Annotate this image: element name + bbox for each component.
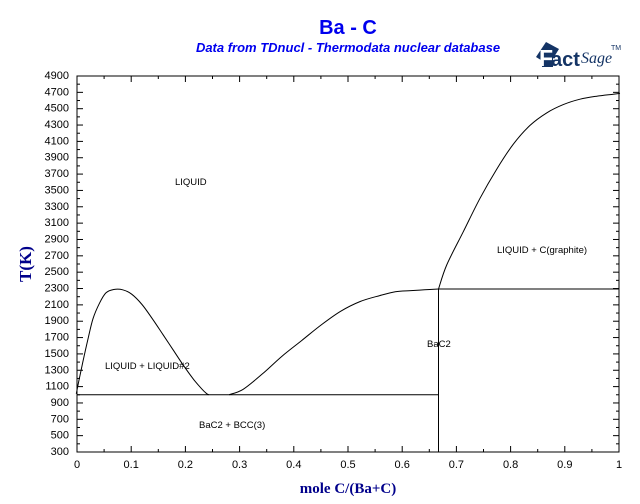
svg-text:3300: 3300 bbox=[45, 201, 69, 213]
svg-text:2700: 2700 bbox=[45, 250, 69, 262]
svg-text:0.7: 0.7 bbox=[449, 459, 464, 471]
svg-text:3100: 3100 bbox=[45, 217, 69, 229]
svg-text:900: 900 bbox=[51, 397, 69, 409]
svg-text:0.1: 0.1 bbox=[124, 459, 139, 471]
svg-text:300: 300 bbox=[51, 446, 69, 458]
svg-text:0.4: 0.4 bbox=[286, 459, 301, 471]
svg-text:3700: 3700 bbox=[45, 168, 69, 180]
svg-text:LIQUID: LIQUID bbox=[175, 177, 207, 188]
svg-text:700: 700 bbox=[51, 413, 69, 425]
svg-text:BaC2 + BCC(3): BaC2 + BCC(3) bbox=[199, 420, 265, 431]
svg-text:BaC2: BaC2 bbox=[427, 339, 451, 350]
svg-text:1900: 1900 bbox=[45, 315, 69, 327]
svg-text:0.8: 0.8 bbox=[503, 459, 518, 471]
svg-text:Sage: Sage bbox=[581, 50, 612, 67]
svg-text:4500: 4500 bbox=[45, 103, 69, 115]
svg-text:0.6: 0.6 bbox=[395, 459, 410, 471]
svg-text:2900: 2900 bbox=[45, 233, 69, 245]
svg-text:3500: 3500 bbox=[45, 184, 69, 196]
svg-text:2500: 2500 bbox=[45, 266, 69, 278]
svg-text:LIQUID + LIQUID#2: LIQUID + LIQUID#2 bbox=[105, 361, 190, 372]
svg-text:act: act bbox=[551, 49, 580, 71]
svg-text:4700: 4700 bbox=[45, 86, 69, 98]
svg-text:4100: 4100 bbox=[45, 135, 69, 147]
svg-text:TM: TM bbox=[611, 45, 621, 52]
svg-text:3900: 3900 bbox=[45, 152, 69, 164]
svg-text:0.9: 0.9 bbox=[557, 459, 572, 471]
svg-text:500: 500 bbox=[51, 430, 69, 442]
svg-text:1500: 1500 bbox=[45, 348, 69, 360]
svg-text:0.5: 0.5 bbox=[340, 459, 355, 471]
svg-text:LIQUID + C(graphite): LIQUID + C(graphite) bbox=[497, 245, 587, 256]
svg-text:1700: 1700 bbox=[45, 332, 69, 344]
svg-text:1: 1 bbox=[616, 459, 622, 471]
svg-text:1100: 1100 bbox=[45, 381, 69, 393]
svg-text:2300: 2300 bbox=[45, 283, 69, 295]
svg-text:0.2: 0.2 bbox=[178, 459, 193, 471]
svg-text:4300: 4300 bbox=[45, 119, 69, 131]
svg-text:0.3: 0.3 bbox=[232, 459, 247, 471]
svg-text:0: 0 bbox=[74, 459, 80, 471]
svg-text:2100: 2100 bbox=[45, 299, 69, 311]
svg-text:1300: 1300 bbox=[45, 364, 69, 376]
svg-text:4900: 4900 bbox=[45, 70, 69, 82]
